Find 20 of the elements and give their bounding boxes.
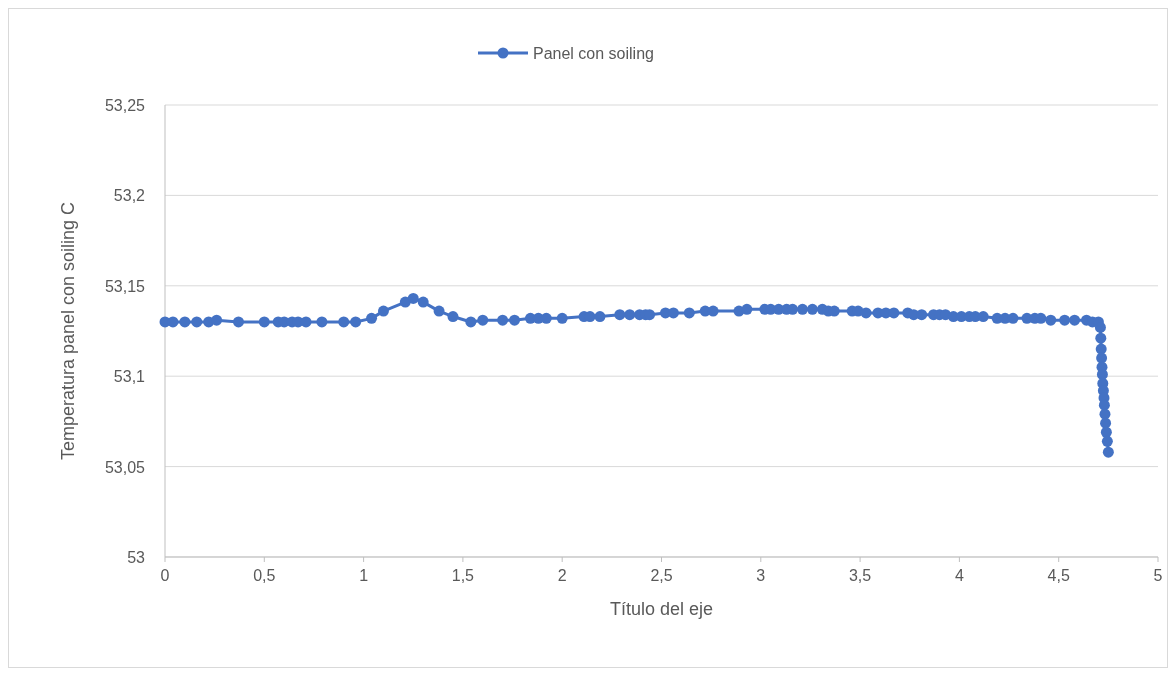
x-tick-label: 2,5 xyxy=(650,567,673,584)
x-tick-label: 4 xyxy=(954,567,964,584)
y-tick-label: 53,2 xyxy=(113,187,146,205)
y-tick-label: 53,25 xyxy=(104,97,146,114)
y-tick-label: 53 xyxy=(127,549,146,566)
x-tick-label: 1,5 xyxy=(451,567,475,584)
x-tick-label: 3 xyxy=(756,567,766,584)
x-tick-label: 1 xyxy=(359,567,369,584)
x-tick-label: 2 xyxy=(557,567,567,584)
y-tick-label: 53,05 xyxy=(104,458,146,476)
legend-label: Panel con soiling xyxy=(533,45,654,62)
y-tick-label: 53,15 xyxy=(104,277,146,295)
x-tick-label: 0,5 xyxy=(253,567,276,584)
x-tick-label: 4,5 xyxy=(1047,567,1070,584)
x-tick-label: 3,5 xyxy=(848,567,872,584)
x-tick-label: 0 xyxy=(160,567,170,584)
x-tick-label: 5 xyxy=(1153,567,1163,584)
y-tick-label: 53,1 xyxy=(113,368,146,386)
x-axis-title: Título del eje xyxy=(609,599,714,619)
y-axis-title: Temperatura panel con soiling C xyxy=(58,201,78,461)
